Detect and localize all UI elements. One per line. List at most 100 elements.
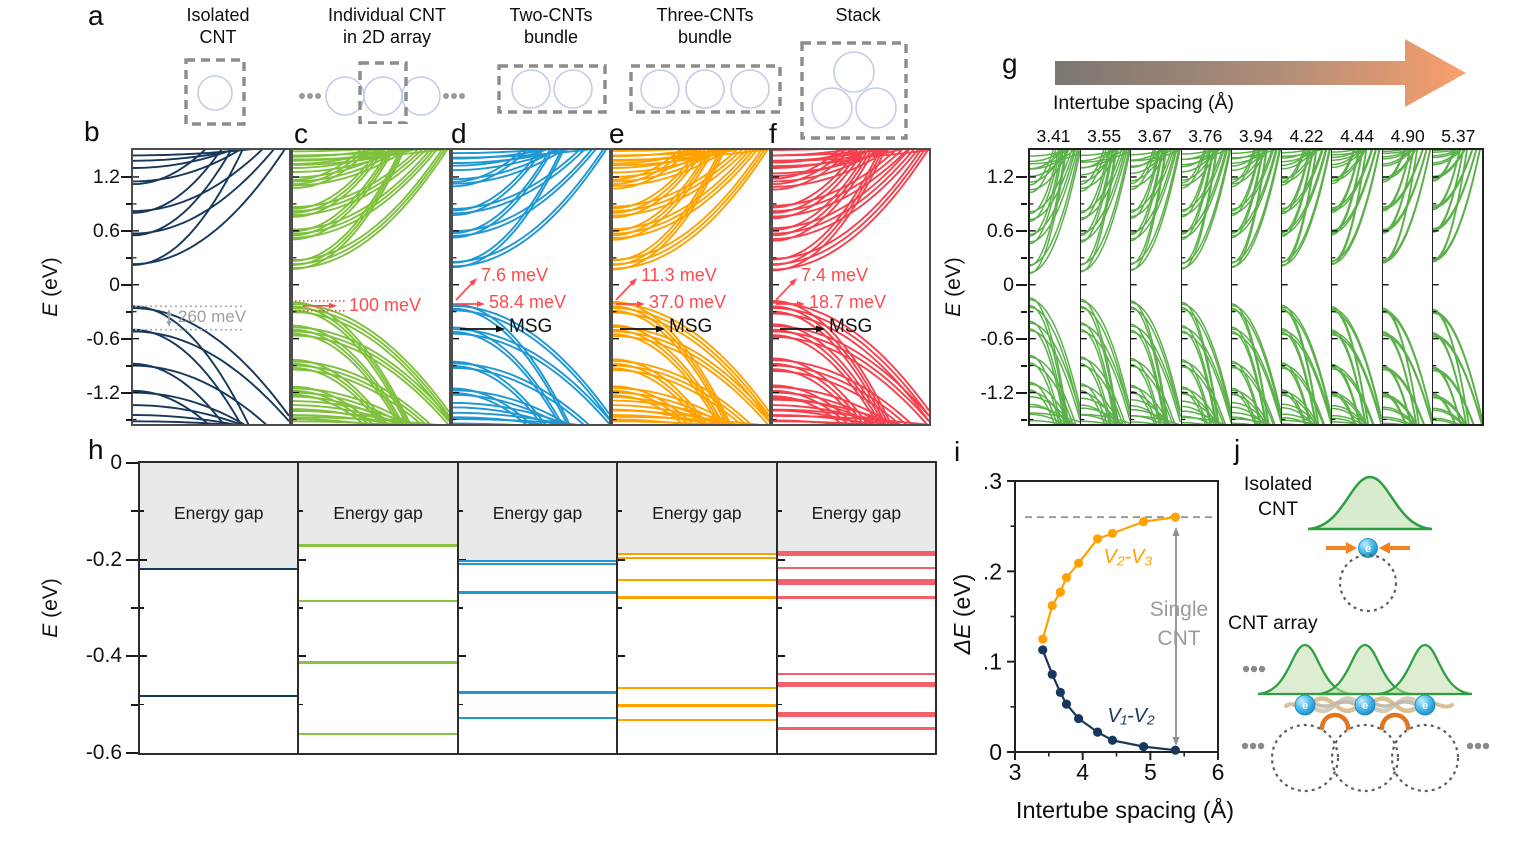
band-line xyxy=(1383,150,1432,260)
arrow-head xyxy=(477,301,485,307)
annotation-overlay xyxy=(135,305,245,331)
band-line xyxy=(1182,150,1231,159)
band-line xyxy=(453,419,609,424)
energy-level-line xyxy=(140,567,298,571)
band-line xyxy=(1131,150,1180,269)
band-line xyxy=(1232,423,1281,424)
band-line xyxy=(293,397,449,424)
valence-splitting-annotation: 100 meV xyxy=(349,295,422,315)
energy-level-line xyxy=(458,562,617,566)
band-line xyxy=(1030,421,1080,424)
panel-letter-c: c xyxy=(294,118,308,149)
band-line xyxy=(1433,150,1482,176)
arrow-line xyxy=(615,280,635,301)
ellipsis-dots-icon xyxy=(1241,742,1490,750)
band-line xyxy=(1131,416,1180,424)
arrow-head xyxy=(816,325,825,333)
single-cnt-annotation-line2: CNT xyxy=(1157,627,1200,650)
band-line xyxy=(293,401,449,424)
band-structure-plot xyxy=(1281,150,1331,424)
g-y-tick-mark xyxy=(1016,175,1027,178)
band-line xyxy=(1332,150,1381,232)
i-y-axis-label: ΔE (eV) xyxy=(949,559,977,669)
band-line xyxy=(293,362,449,424)
band-line xyxy=(1232,407,1281,424)
spacing-gradient-arrow-icon xyxy=(1055,39,1466,107)
band-line xyxy=(1030,365,1080,424)
band-line xyxy=(1232,150,1281,153)
band-line xyxy=(1433,410,1482,424)
sub-minor-tick xyxy=(618,606,623,609)
band-line xyxy=(613,150,769,238)
band-line xyxy=(613,150,769,173)
band-line xyxy=(1030,150,1080,212)
band-line xyxy=(1282,150,1331,208)
data-point xyxy=(1061,573,1072,583)
g-spacing-label: 4.44 xyxy=(1340,126,1375,146)
band-line xyxy=(1232,150,1281,170)
arrow-head xyxy=(469,278,477,286)
band-line xyxy=(293,419,449,424)
sub-minor-tick xyxy=(299,510,304,513)
band-line xyxy=(1081,150,1130,264)
band-line xyxy=(293,150,449,211)
y-tick-label: 0.3 xyxy=(985,468,1002,494)
band-line xyxy=(1282,404,1331,424)
band-line xyxy=(773,150,929,181)
band-line xyxy=(1383,150,1432,166)
band-line xyxy=(1131,150,1180,263)
h-y-minor-tick xyxy=(131,510,138,513)
band-line xyxy=(1332,150,1381,155)
energy-level-line xyxy=(777,682,936,685)
g-spacing-label: 3.94 xyxy=(1238,126,1273,146)
sub-tick xyxy=(458,655,466,658)
band-line xyxy=(613,336,769,424)
y-tick-label: 0.6 xyxy=(92,219,120,242)
band-line xyxy=(1282,368,1331,424)
sub-tick xyxy=(299,655,307,658)
band-line xyxy=(293,150,449,230)
energy-level-line xyxy=(777,596,936,599)
arrow-line xyxy=(455,280,475,301)
h-y-tick-mark xyxy=(126,751,138,754)
band-line xyxy=(293,389,449,425)
band-line xyxy=(1131,326,1180,416)
band-line xyxy=(613,388,769,424)
band-line xyxy=(1030,150,1080,169)
array-wavefunctions xyxy=(1242,643,1473,696)
band-line xyxy=(133,332,289,422)
band-line xyxy=(613,306,769,424)
band-line xyxy=(1182,150,1231,210)
band-line xyxy=(773,371,929,424)
band-line xyxy=(1081,150,1130,211)
energy-gap-region xyxy=(299,463,457,546)
energy-level-line xyxy=(299,544,457,547)
caption-line: Two-CNTs xyxy=(509,5,593,25)
array-dashed-circles xyxy=(1241,723,1490,793)
data-point xyxy=(1038,645,1048,655)
band-line xyxy=(1433,150,1482,206)
dashed-cnt-circles xyxy=(1270,723,1460,793)
arrow-head xyxy=(637,301,645,307)
sub-tick xyxy=(618,558,626,561)
band-line xyxy=(293,150,449,159)
band-line xyxy=(1282,311,1331,419)
left-arrow-head xyxy=(1346,542,1357,554)
band-line xyxy=(773,150,929,241)
band-line xyxy=(1282,150,1331,236)
band-line xyxy=(773,150,929,264)
msg-annotation: MSG xyxy=(829,316,873,337)
band-line xyxy=(1433,150,1482,156)
band-line xyxy=(1433,369,1482,424)
energy-gap-label: Energy gap xyxy=(811,503,902,523)
band-line xyxy=(293,405,449,424)
arrow-head xyxy=(789,278,797,286)
band-line xyxy=(613,417,769,424)
j-isolated-cnt-label: Isolated CNT xyxy=(1234,472,1322,522)
arrow-head xyxy=(629,278,637,286)
g-y-minor-tick xyxy=(1021,202,1027,205)
band-line xyxy=(1433,310,1482,425)
data-point xyxy=(1138,741,1149,752)
band-line xyxy=(133,308,289,416)
band-line xyxy=(1182,411,1231,424)
